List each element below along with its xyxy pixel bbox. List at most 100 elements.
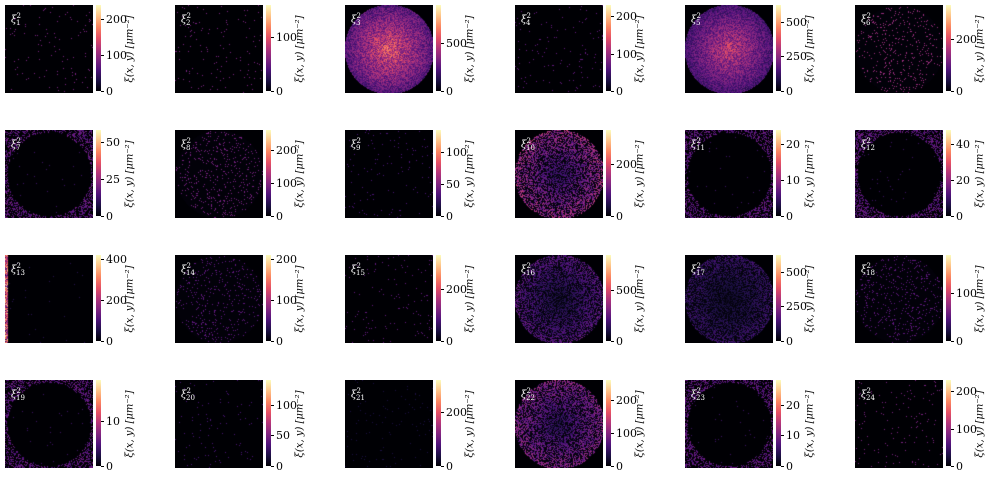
colorbar-tick-label: 0	[276, 335, 283, 348]
colorbar-tick-label: 25	[106, 172, 120, 186]
colorbar-tick-mark	[271, 91, 274, 92]
heatmap-panel-19: ξ219 0 10 ξ(x, y) [μm⁻²]	[0, 375, 166, 495]
colorbar-tick-mark	[951, 180, 954, 182]
heatmap-image-3: ξ23	[345, 5, 433, 93]
colorbar-tick-mark	[611, 341, 614, 342]
colorbar-13	[96, 255, 101, 341]
colorbar-8	[266, 130, 271, 216]
colorbar-tick-mark	[611, 290, 614, 292]
colorbar-tick-label: 0	[786, 210, 793, 223]
colorbar-2	[266, 5, 271, 91]
colorbar-14	[266, 255, 271, 341]
colorbar-tick-label: 20	[956, 174, 970, 188]
colorbar-15	[436, 255, 441, 341]
heatmap-image-10: ξ210	[515, 130, 603, 218]
colorbar-tick-mark	[441, 288, 444, 290]
colorbar-16	[606, 255, 611, 341]
panel-label-12: ξ212	[861, 137, 875, 153]
colorbar-tick-label: 0	[106, 460, 113, 473]
colorbar-tick-mark	[611, 53, 614, 55]
colorbar-6	[946, 5, 951, 91]
panel-label-22: ξ222	[521, 387, 535, 403]
colorbar-5	[776, 5, 781, 91]
heatmap-panel-10: ξ210 0 200 ξ(x, y) [μm⁻²]	[510, 125, 676, 245]
colorbar-tick-mark	[781, 91, 784, 92]
heatmap-canvas-16	[515, 255, 603, 343]
heatmap-panel-16: ξ216 0 500 ξ(x, y) [μm⁻²]	[510, 250, 676, 370]
colorbar-tick-mark	[951, 341, 954, 342]
heatmap-image-21: ξ221	[345, 380, 433, 468]
colorbar-17	[776, 255, 781, 341]
colorbar-tick-mark	[951, 428, 954, 430]
colorbar-tick-mark	[101, 300, 104, 302]
heatmap-image-8: ξ28	[175, 130, 263, 218]
colorbar-tick-label: 100	[446, 146, 467, 160]
heatmap-canvas-15	[345, 255, 433, 343]
colorbar-tick-label: 200	[276, 253, 297, 267]
heatmap-canvas-17	[685, 255, 773, 343]
colorbar-axis-label: ξ(x, y) [μm⁻²]	[124, 15, 136, 83]
panel-label-21: ξ221	[351, 387, 365, 403]
colorbar-tick-mark	[271, 300, 274, 302]
panel-label-2: ξ22	[181, 12, 191, 28]
colorbar-tick-mark	[101, 178, 104, 180]
colorbar-tick-mark	[441, 216, 444, 217]
colorbar-axis-label: ξ(x, y) [μm⁻²]	[974, 390, 986, 458]
panel-label-15: ξ215	[351, 262, 365, 278]
panel-label-17: ξ217	[691, 262, 705, 278]
heatmap-image-4: ξ24	[515, 5, 603, 93]
colorbar-tick-label: 400	[106, 253, 127, 267]
colorbar-19	[96, 380, 101, 466]
heatmap-panel-21: ξ221 0 200 ξ(x, y) [μm⁻²]	[340, 375, 506, 495]
heatmap-canvas-10	[515, 130, 603, 218]
colorbar-tick-label: 200	[616, 10, 637, 24]
colorbar-tick-label: 0	[616, 335, 623, 348]
colorbar-axis-label: ξ(x, y) [μm⁻²]	[974, 265, 986, 333]
heatmap-image-16: ξ216	[515, 255, 603, 343]
panel-label-20: ξ220	[181, 387, 195, 403]
colorbar-axis-label: ξ(x, y) [μm⁻²]	[634, 390, 646, 458]
colorbar-tick-mark	[951, 216, 954, 217]
heatmap-canvas-8	[175, 130, 263, 218]
colorbar-tick-label: 0	[276, 85, 283, 98]
colorbar-tick-mark	[611, 399, 614, 401]
colorbar-tick-label: 250	[786, 300, 807, 314]
colorbar-tick-label: 0	[446, 460, 453, 473]
colorbar-tick-mark	[271, 435, 274, 437]
colorbar-axis-label: ξ(x, y) [μm⁻²]	[634, 265, 646, 333]
colorbar-axis-label: ξ(x, y) [μm⁻²]	[124, 140, 136, 208]
colorbar-tick-label: 200	[616, 393, 637, 407]
heatmap-canvas-21	[345, 380, 433, 468]
heatmap-canvas-1	[5, 5, 93, 93]
colorbar-tick-mark	[271, 259, 274, 261]
colorbar-tick-label: 100	[956, 287, 977, 301]
panel-label-5: ξ25	[691, 12, 701, 28]
colorbar-tick-mark	[781, 180, 784, 182]
colorbar-tick-mark	[271, 149, 274, 151]
colorbar-tick-mark	[271, 216, 274, 217]
colorbar-axis-label: ξ(x, y) [μm⁻²]	[464, 265, 476, 333]
panel-label-23: ξ223	[691, 387, 705, 403]
colorbar-4	[606, 5, 611, 91]
heatmap-canvas-12	[855, 130, 943, 218]
panel-label-3: ξ23	[351, 12, 361, 28]
colorbar-tick-label: 100	[616, 47, 637, 61]
colorbar-tick-mark	[441, 341, 444, 342]
panel-label-7: ξ27	[11, 137, 21, 153]
colorbar-tick-label: 100	[276, 294, 297, 308]
heatmap-panel-7: ξ27 0 25 50 ξ(x, y) [μm⁻²]	[0, 125, 166, 245]
colorbar-tick-label: 200	[616, 157, 637, 171]
heatmap-canvas-2	[175, 5, 263, 93]
colorbar-tick-label: 500	[616, 284, 637, 298]
colorbar-tick-mark	[781, 404, 784, 406]
heatmap-panel-23: ξ223 0 10 20 ξ(x, y) [μm⁻²]	[680, 375, 846, 495]
colorbar-tick-label: 100	[276, 176, 297, 190]
colorbar-tick-mark	[951, 391, 954, 393]
colorbar-tick-label: 200	[106, 294, 127, 308]
colorbar-axis-label: ξ(x, y) [μm⁻²]	[464, 140, 476, 208]
colorbar-axis-label: ξ(x, y) [μm⁻²]	[294, 15, 306, 83]
colorbar-axis-label: ξ(x, y) [μm⁻²]	[294, 140, 306, 208]
colorbar-tick-label: 500	[446, 37, 467, 51]
colorbar-tick-mark	[101, 55, 104, 57]
colorbar-9	[436, 130, 441, 216]
